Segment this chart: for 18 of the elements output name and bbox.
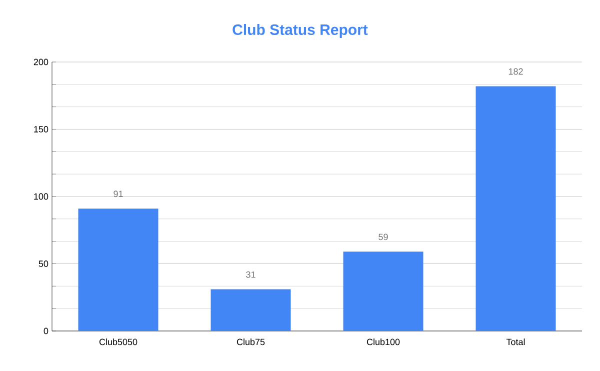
data-label: 59: [378, 234, 388, 240]
bar: [78, 208, 158, 331]
data-label: 182: [508, 68, 523, 75]
x-tick-label: Total: [506, 338, 525, 346]
y-tick-label: 50: [38, 260, 48, 267]
y-tick-label: 150: [34, 126, 48, 132]
bar: [476, 86, 556, 331]
x-tick-label: Club5050: [99, 338, 138, 346]
bar: [343, 252, 424, 331]
chart-title: Club Status Report: [232, 24, 368, 38]
bar: [210, 289, 291, 331]
data-label: 31: [246, 271, 256, 278]
x-tick-label: Club100: [366, 338, 400, 346]
data-label: 91: [114, 190, 123, 198]
y-tick-label: 100: [34, 193, 48, 200]
y-tick-label: 0: [44, 328, 48, 334]
x-tick-label: Club75: [236, 338, 265, 346]
y-tick-label: 200: [34, 58, 48, 66]
